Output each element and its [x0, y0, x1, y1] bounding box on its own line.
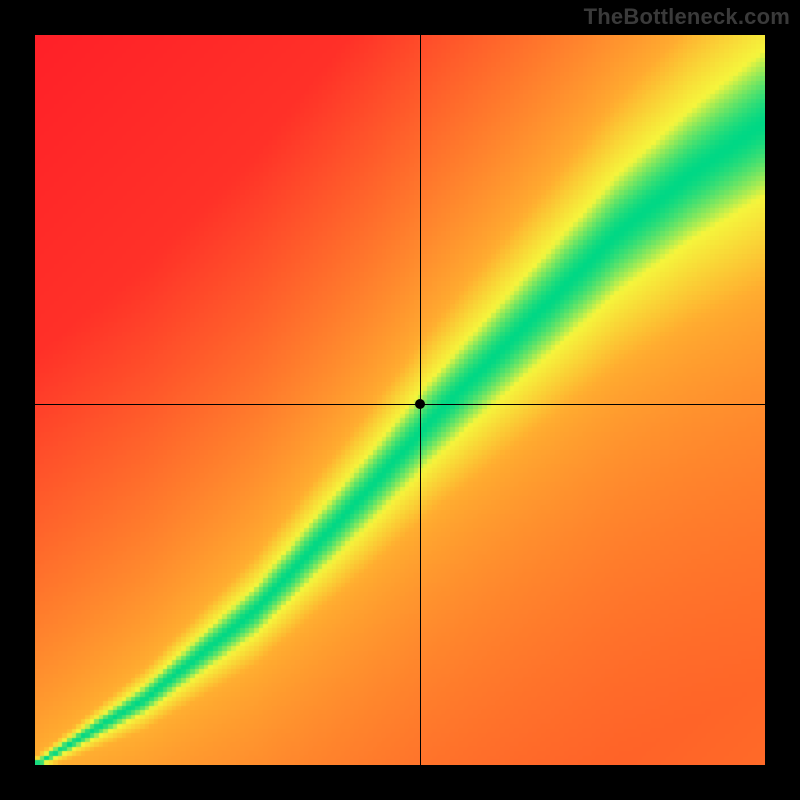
heatmap-plot: [35, 35, 765, 765]
watermark-text: TheBottleneck.com: [584, 4, 790, 30]
heatmap-canvas: [35, 35, 765, 765]
crosshair-horizontal: [35, 404, 765, 405]
crosshair-marker: [415, 399, 425, 409]
chart-container: TheBottleneck.com: [0, 0, 800, 800]
